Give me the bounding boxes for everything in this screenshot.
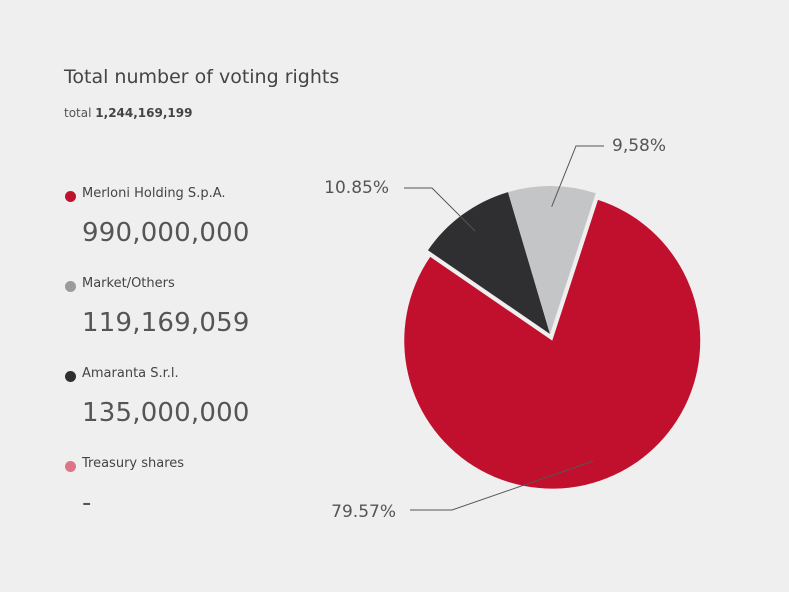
pie-slice-merloni-holding-s-p-a	[404, 199, 701, 489]
pie-slices	[404, 186, 701, 489]
legend-value: 135,000,000	[82, 398, 250, 428]
legend-dot-treasury	[65, 461, 76, 472]
leader-line	[410, 460, 594, 511]
legend-value: 990,000,000	[82, 218, 250, 248]
legend-label: Market/Others	[82, 276, 175, 291]
leader-line	[551, 145, 604, 207]
pie-slice-amaranta-s-r-l	[427, 192, 550, 334]
pie-leader-lines	[404, 145, 604, 511]
legend-value: 119,169,059	[82, 308, 250, 338]
legend-item-merloni: Merloni Holding S.p.A. 990,000,000	[62, 184, 322, 274]
legend-dot-merloni	[65, 191, 76, 202]
legend-label: Amaranta S.r.l.	[82, 366, 179, 381]
legend-value: -	[82, 488, 92, 518]
total-label: total	[64, 106, 92, 120]
legend-dot-market	[65, 281, 76, 292]
total-value: 1,244,169,199	[95, 106, 193, 120]
pie-label: 10.85%	[324, 178, 389, 198]
legend-item-treasury: Treasury shares -	[62, 454, 322, 544]
pie-slice-market-others	[507, 186, 596, 334]
pie-label: 9,58%	[612, 136, 666, 156]
legend-item-amaranta: Amaranta S.r.l. 135,000,000	[62, 364, 322, 454]
total-votes: total 1,244,169,199	[64, 106, 192, 120]
legend: Merloni Holding S.p.A. 990,000,000 Marke…	[62, 184, 322, 544]
legend-label: Treasury shares	[82, 456, 185, 471]
chart-title: Total number of voting rights	[64, 66, 340, 88]
legend-label: Merloni Holding S.p.A.	[82, 186, 226, 201]
leader-line	[404, 187, 476, 232]
legend-dot-amaranta	[65, 371, 76, 382]
pie-label: 79.57%	[331, 502, 396, 522]
pie-labels: 79.57% 10.85% 9,58%	[324, 136, 666, 522]
legend-item-market: Market/Others 119,169,059	[62, 274, 322, 364]
